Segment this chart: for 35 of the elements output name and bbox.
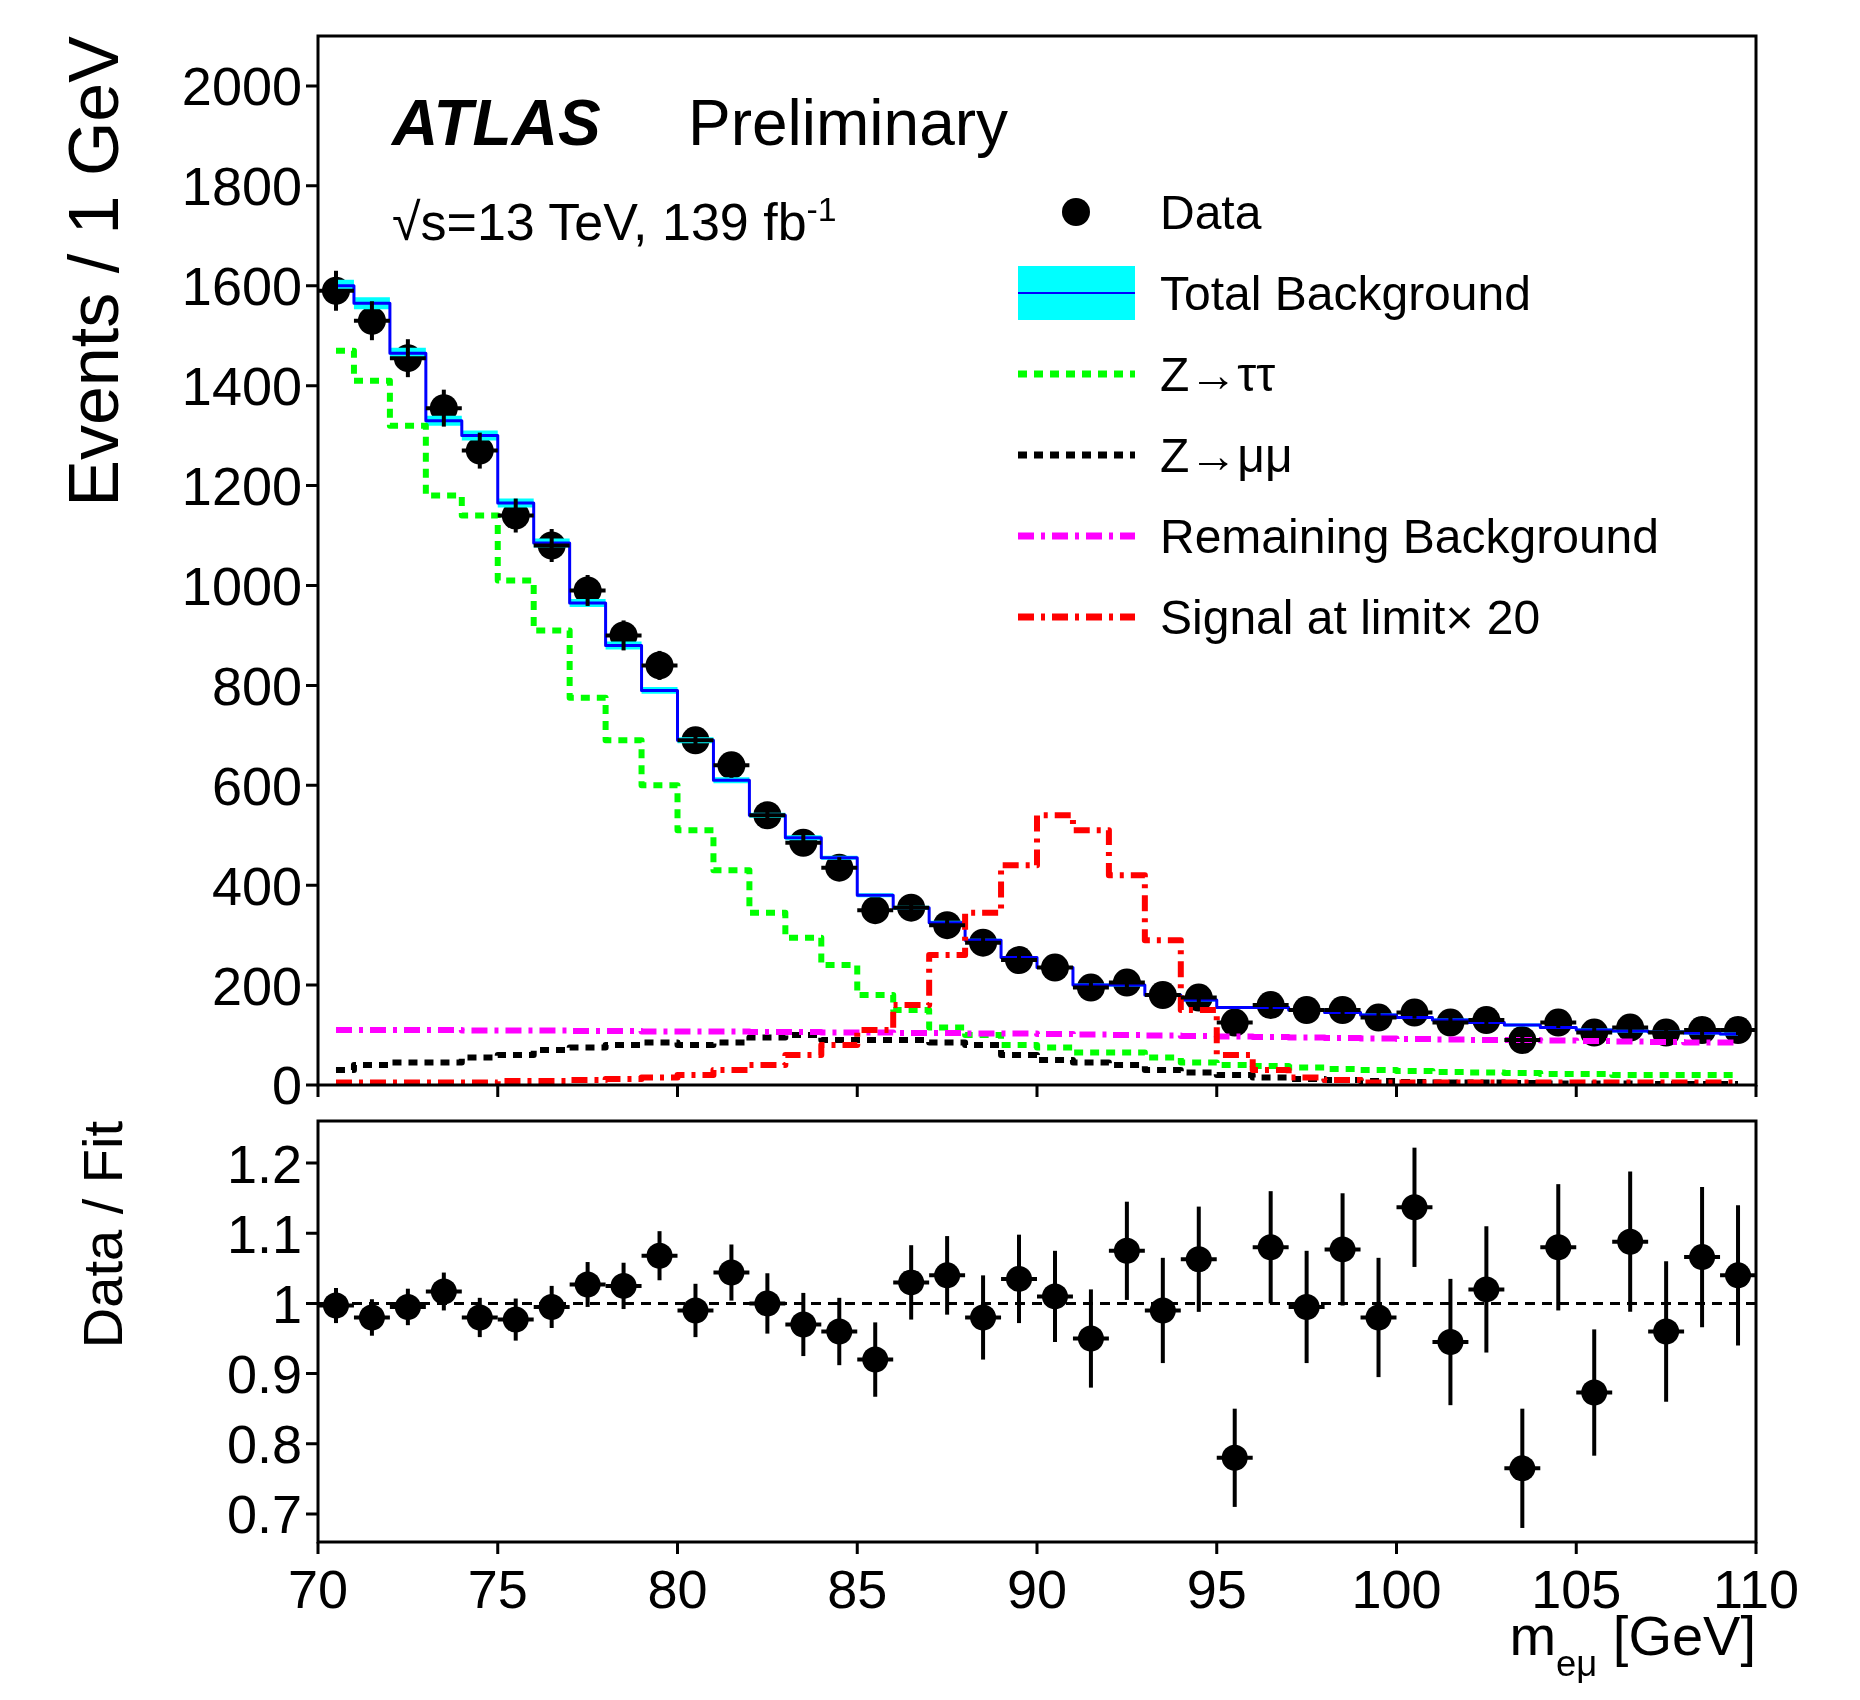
y-tick-label: 0.7 <box>226 1484 302 1545</box>
y-axis-title: Data / Fit <box>71 1120 134 1349</box>
y-tick-label: 0.8 <box>226 1414 302 1475</box>
y-tick-label: 200 <box>211 955 302 1016</box>
annotation: √s=13 TeV, 139 fb$^{-1}$ <box>392 190 837 251</box>
legend-label: Remaining Background <box>1160 510 1659 564</box>
legend-label: Total Background <box>1160 267 1531 321</box>
legend-label: Signal at limit× 20 <box>1160 591 1541 645</box>
y-tick-label: 600 <box>211 755 302 816</box>
x-tick-label: 80 <box>647 1559 708 1619</box>
x-tick-label: 75 <box>467 1559 528 1619</box>
y-tick-label: 1.2 <box>226 1133 302 1194</box>
y-tick-label: 400 <box>211 855 302 916</box>
y-tick-label: 1800 <box>181 156 302 217</box>
legend-label: Z→μμ <box>1160 429 1293 483</box>
legend-label: Z→ττ <box>1160 348 1276 402</box>
annotation: ATLAS <box>390 87 601 159</box>
legend-label: Data <box>1160 186 1262 240</box>
y-tick-label: 1000 <box>181 555 302 616</box>
x-tick-label: 95 <box>1186 1559 1247 1619</box>
x-tick-label: 100 <box>1351 1559 1442 1619</box>
y-tick-label: 1.1 <box>226 1203 302 1264</box>
y-tick-label: 800 <box>211 655 302 716</box>
y-tick-label: 2000 <box>181 56 302 117</box>
y-tick-label: 1400 <box>181 356 302 417</box>
y-axis-title: Events / 1 GeV <box>55 35 133 507</box>
annotation: Preliminary <box>688 87 1009 159</box>
y-tick-label: 1 <box>271 1273 302 1334</box>
y-tick-label: 0.9 <box>226 1344 302 1405</box>
y-tick-label: 1200 <box>181 456 302 517</box>
x-tick-label: 90 <box>1006 1559 1068 1619</box>
x-tick-label: 70 <box>287 1559 349 1619</box>
x-tick-label: 85 <box>827 1559 888 1619</box>
y-tick-label: 1600 <box>181 256 302 317</box>
y-tick-label: 0 <box>271 1055 302 1116</box>
